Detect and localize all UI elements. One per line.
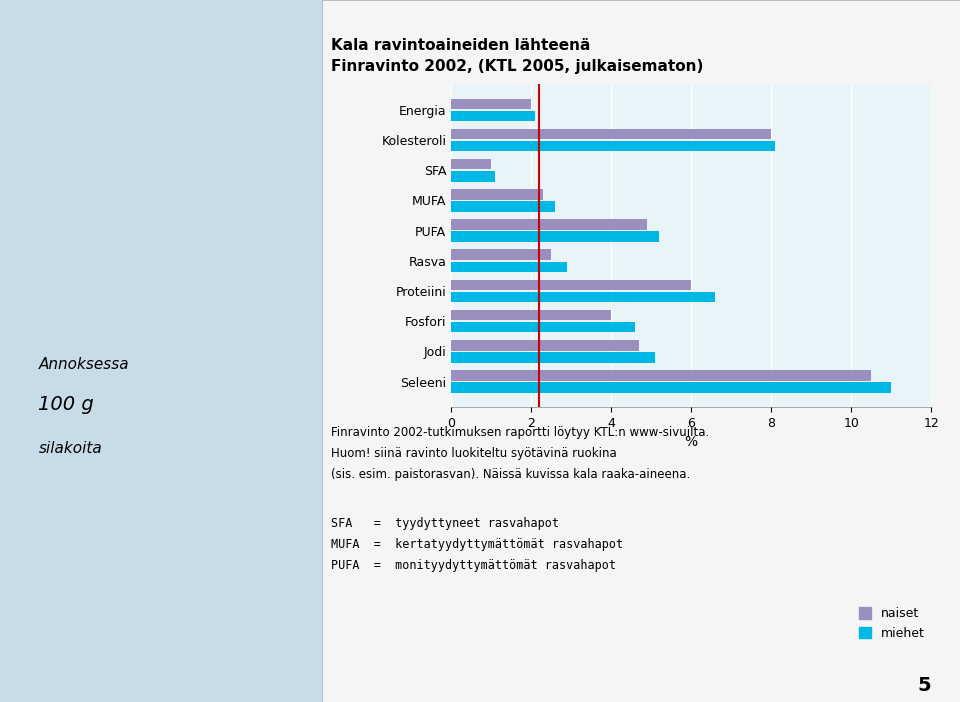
Bar — [451, 262, 567, 272]
Text: SFA   =  tyydyttyneet rasvahapot: SFA = tyydyttyneet rasvahapot — [331, 517, 559, 530]
Text: PUFA  =  monityydyttymättömät rasvahapot: PUFA = monityydyttymättömät rasvahapot — [331, 559, 616, 572]
Bar — [451, 171, 495, 182]
Bar — [451, 310, 612, 320]
Bar — [451, 292, 715, 303]
Text: (sis. esim. paistorasvan). Näissä kuvissa kala raaka-aineena.: (sis. esim. paistorasvan). Näissä kuviss… — [331, 468, 690, 481]
Text: Finravinto 2002-tutkimuksen raportti löytyy KTL:n www-sivuilta.: Finravinto 2002-tutkimuksen raportti löy… — [331, 425, 709, 439]
Text: silakoita: silakoita — [38, 442, 102, 456]
Text: Huom! siinä ravinto luokiteltu syötävinä ruokina: Huom! siinä ravinto luokiteltu syötävinä… — [331, 446, 617, 460]
Bar — [451, 141, 775, 152]
Bar — [451, 111, 535, 121]
Bar — [451, 128, 771, 139]
Text: MUFA  =  kertatyydyttymättömät rasvahapot: MUFA = kertatyydyttymättömät rasvahapot — [331, 538, 623, 551]
Bar — [451, 201, 555, 212]
Bar — [451, 383, 891, 393]
Bar — [451, 189, 543, 199]
Bar — [451, 340, 639, 350]
Bar — [451, 98, 531, 109]
Bar — [451, 249, 551, 260]
Bar — [451, 219, 647, 230]
Bar — [451, 232, 660, 242]
Text: Kala ravintoaineiden lähteenä: Kala ravintoaineiden lähteenä — [331, 38, 590, 53]
Bar — [451, 370, 871, 380]
Text: Finravinto 2002, (KTL 2005, julkaisematon): Finravinto 2002, (KTL 2005, julkaisemato… — [331, 59, 704, 74]
Text: 100 g: 100 g — [38, 395, 94, 414]
Legend: naiset, miehet: naiset, miehet — [858, 607, 924, 640]
Bar — [451, 159, 492, 169]
Text: 5: 5 — [918, 676, 931, 695]
X-axis label: %: % — [684, 435, 698, 449]
Bar — [451, 322, 636, 333]
Text: Annoksessa: Annoksessa — [38, 357, 129, 372]
Bar — [451, 279, 691, 290]
Bar — [451, 352, 655, 363]
